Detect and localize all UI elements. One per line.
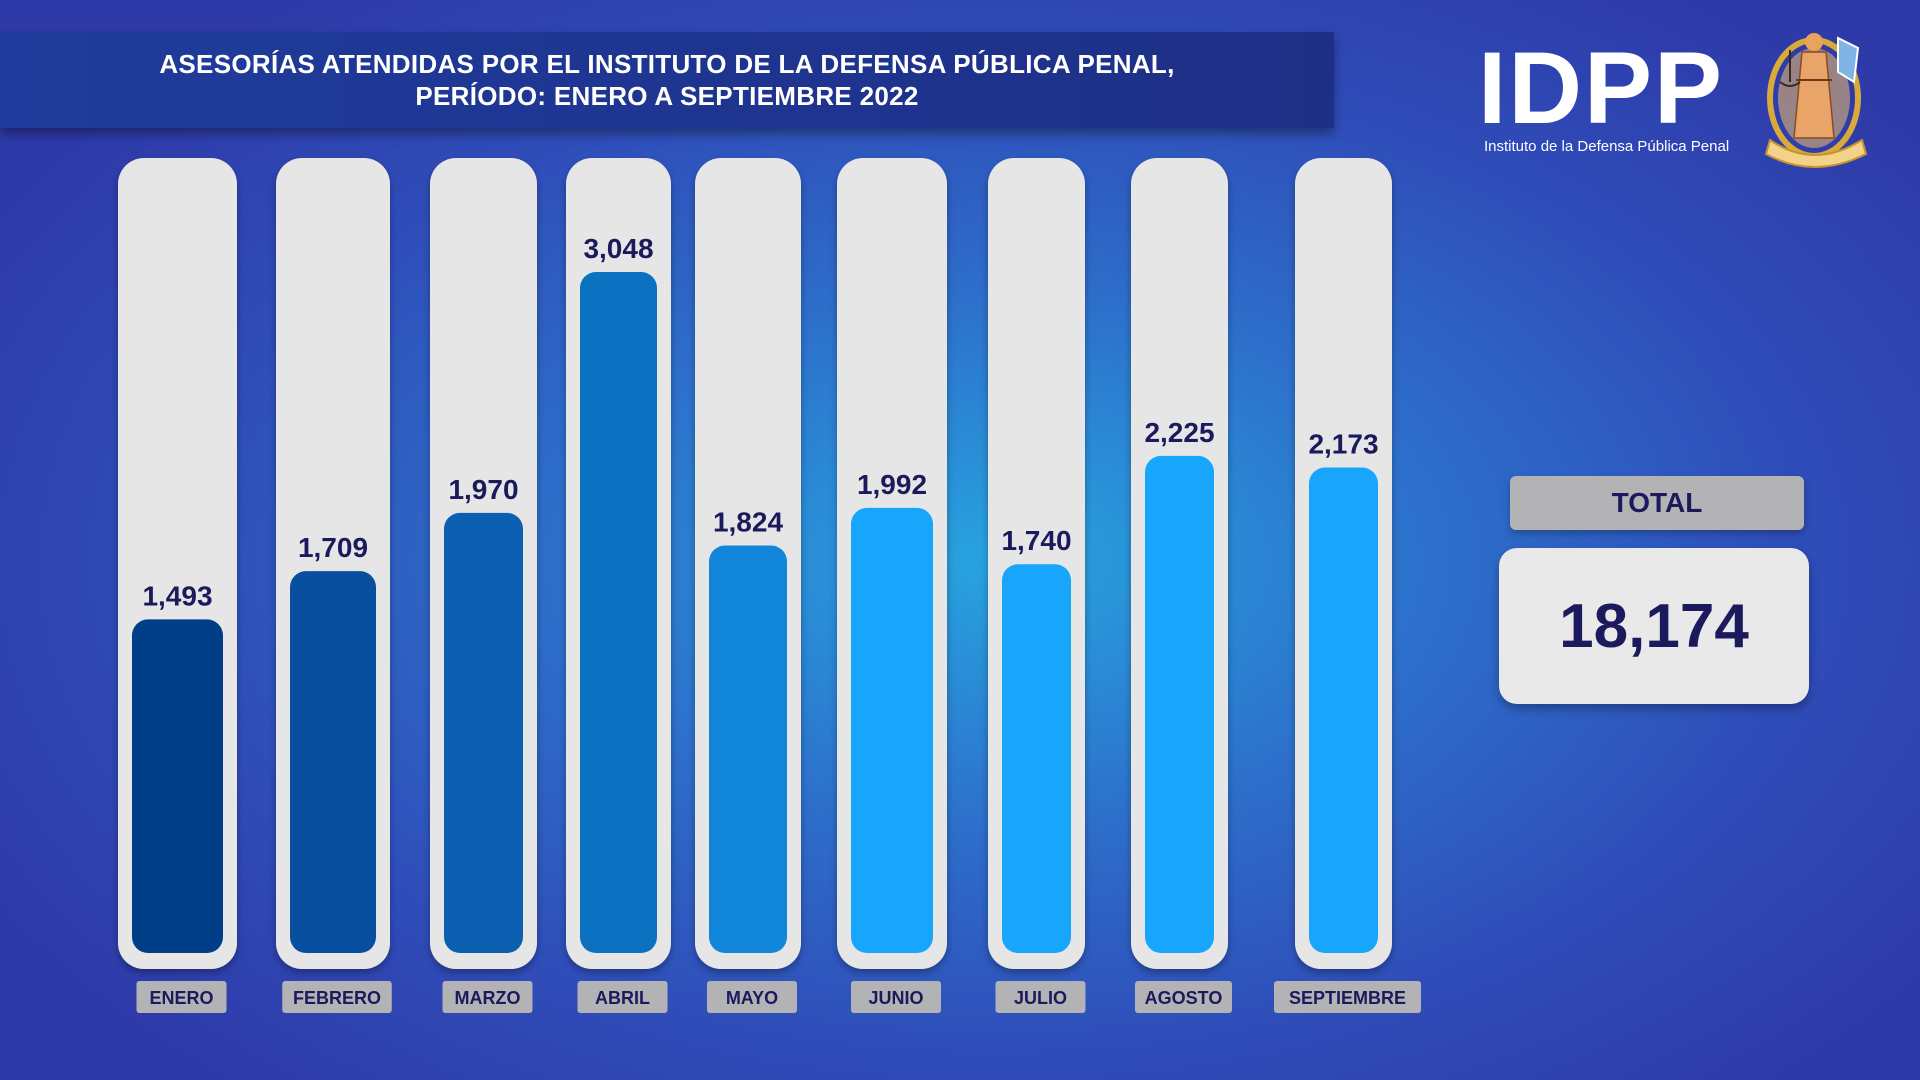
category-label: MARZO [455,988,521,1008]
logo-subtitle: Instituto de la Defensa Pública Penal [1484,138,1730,155]
bar [580,272,657,953]
bar [709,545,787,953]
category-label: AGOSTO [1145,988,1223,1008]
bar-value-label: 1,709 [298,532,368,563]
bar [1145,455,1214,953]
bar-value-label: 1,824 [713,506,783,537]
category-label: MAYO [726,988,778,1008]
category-label-box [707,981,797,1013]
bar-value-label: 1,992 [857,469,927,500]
total-value-box: 18,174 [1499,548,1809,704]
bar-value-label: 2,173 [1308,428,1378,459]
category-label: SEPTIEMBRE [1289,988,1406,1008]
bar-value-label: 3,048 [583,233,653,264]
bar-value-label: 1,493 [142,580,212,611]
category-label-box [851,981,941,1013]
bar-value-label: 2,225 [1144,417,1214,448]
bar [1002,564,1071,953]
category-label-box [577,981,668,1013]
bar [1309,467,1378,953]
chart-title-line-2: PERÍODO: ENERO A SEPTIEMBRE 2022 [415,81,919,111]
category-label-box [1135,981,1232,1013]
total-label-box: TOTAL [1510,476,1804,530]
category-label-box [442,981,533,1013]
category-label: ABRIL [595,988,650,1008]
total-label: TOTAL [1611,487,1703,518]
category-label: FEBRERO [293,988,381,1008]
category-label-box [995,981,1086,1013]
category-label: ENERO [149,988,213,1008]
chart-title-line-1: ASESORÍAS ATENDIDAS POR EL INSTITUTO DE … [159,49,1175,79]
category-label: JUNIO [868,988,923,1008]
bar-value-label: 1,740 [1001,525,1071,556]
category-label-box [1274,981,1421,1013]
total-value: 18,174 [1559,591,1749,661]
category-label-box [282,981,392,1013]
bar-value-label: 1,970 [448,474,518,505]
bars-layer: 1,493 ENERO 1,709 FEBRERO 1,970 MARZO 3,048 ABR… [118,158,1421,1013]
bar [290,571,376,953]
justice-emblem-icon [1764,33,1868,168]
category-label-box [136,981,227,1013]
title-banner: ASESORÍAS ATENDIDAS POR EL INSTITUTO DE … [0,32,1334,128]
bar [132,619,223,953]
bar [444,512,523,953]
category-label: JULIO [1014,988,1067,1008]
idpp-logo: IDPP Instituto de la Defensa Pública Pen… [1478,31,1738,155]
logo-text: IDPP [1478,31,1725,145]
bar [851,507,933,953]
